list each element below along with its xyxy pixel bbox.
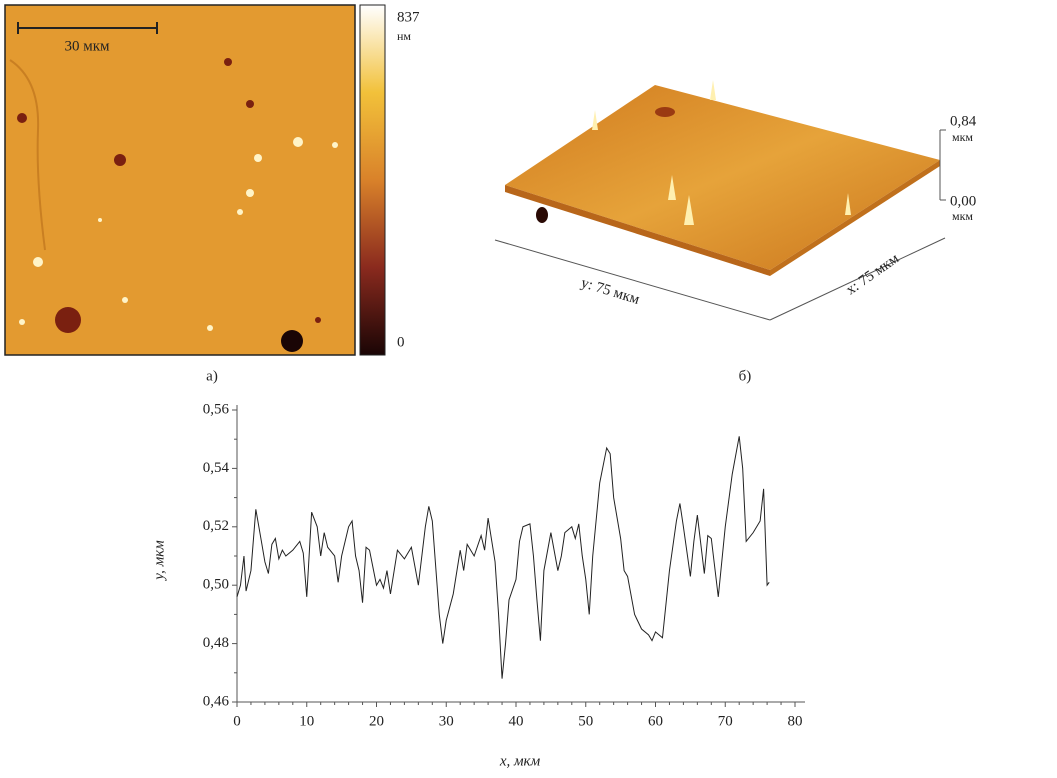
z-max: 0,84 bbox=[950, 113, 977, 129]
x-axis-label: x, мкм bbox=[499, 753, 541, 769]
x-tick-label: 10 bbox=[299, 713, 314, 729]
x-tick-label: 20 bbox=[369, 713, 384, 729]
caption-b: б) bbox=[739, 368, 752, 384]
profile-line bbox=[236, 436, 770, 679]
caption-a: а) bbox=[206, 368, 218, 384]
colorbar-min: 0 bbox=[397, 334, 405, 350]
x-tick-label: 50 bbox=[578, 713, 593, 729]
z-min-unit: мкм bbox=[952, 209, 973, 223]
scale-bar-label: 30 мкм bbox=[64, 38, 110, 54]
z-max-unit: мкм bbox=[952, 130, 973, 144]
x-tick-label: 0 bbox=[233, 713, 241, 729]
colorbar-max: 837 bbox=[397, 9, 420, 25]
x-axis-3d: x: 75 мкм bbox=[843, 250, 902, 298]
y-tick-label: 0,56 bbox=[203, 401, 230, 417]
y-tick-label: 0,50 bbox=[203, 577, 229, 593]
colorbar bbox=[359, 4, 386, 356]
x-tick-label: 70 bbox=[718, 713, 733, 729]
x-tick-label: 60 bbox=[648, 713, 663, 729]
colorbar-unit: нм bbox=[397, 29, 411, 43]
x-tick-label: 40 bbox=[509, 713, 524, 729]
x-tick-label: 30 bbox=[439, 713, 454, 729]
y-tick-label: 0,46 bbox=[203, 693, 230, 709]
y-tick-label: 0,52 bbox=[203, 518, 229, 534]
surface-3d bbox=[494, 80, 946, 321]
y-axis-label: y, мкм bbox=[151, 540, 167, 582]
x-tick-label: 80 bbox=[788, 713, 803, 729]
afm-image bbox=[4, 4, 356, 356]
z-min: 0,00 bbox=[950, 193, 976, 209]
y-tick-label: 0,48 bbox=[203, 635, 229, 651]
y-tick-label: 0,54 bbox=[203, 460, 230, 476]
